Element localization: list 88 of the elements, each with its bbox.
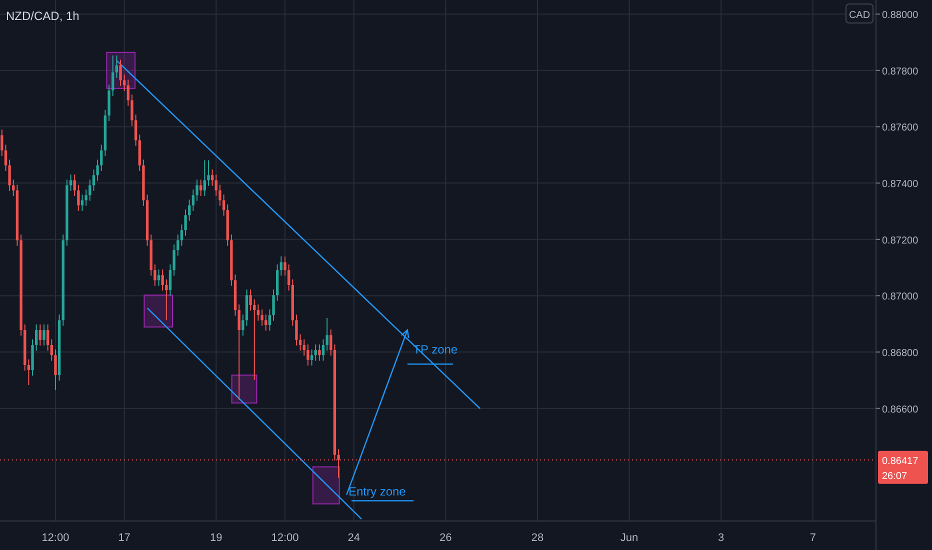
candlestick <box>100 144 103 172</box>
candlestick <box>176 234 180 256</box>
y-tick-label: 0.88000 <box>882 10 919 22</box>
candlestick <box>35 324 38 352</box>
candlestick <box>119 59 122 86</box>
candlestick <box>222 194 226 216</box>
y-tick-label: 0.86800 <box>882 348 919 360</box>
candlestick <box>318 344 321 362</box>
candlestick <box>199 179 202 197</box>
candlestick <box>218 184 222 206</box>
x-tick-label: 28 <box>531 532 544 544</box>
candlestick <box>322 338 325 362</box>
candlestick <box>314 344 317 362</box>
candlestick <box>306 344 310 366</box>
candlestick <box>184 209 187 236</box>
candlestick <box>287 264 290 292</box>
candlestick <box>77 184 80 212</box>
candlestick <box>54 348 57 391</box>
x-tick-label: 26 <box>440 532 452 544</box>
ref-line-label: 0.86417 <box>882 456 919 467</box>
text: 26:07 <box>882 470 908 482</box>
y-tick-label: 0.87000 <box>882 292 919 303</box>
candlestick <box>203 160 206 197</box>
candlestick <box>27 358 30 386</box>
y-tick-label: 0.87400 <box>882 179 919 190</box>
candlestick <box>92 169 96 192</box>
candlestick <box>280 256 282 276</box>
candlestick <box>50 338 53 362</box>
candlestick <box>330 328 332 356</box>
candlestick <box>73 174 76 197</box>
candlestick <box>253 298 256 380</box>
candlestick <box>165 278 168 321</box>
candlestick <box>122 74 126 92</box>
candlestick <box>80 194 84 212</box>
x-tick-label: 12:00 <box>42 532 70 544</box>
candlestick <box>38 324 42 346</box>
candlestick <box>42 324 46 346</box>
y-tick-label: 0.86600 <box>882 404 919 416</box>
x-tick-label: 19 <box>210 532 222 544</box>
candlestick <box>84 189 88 206</box>
candlestick <box>260 309 264 326</box>
annotation: Entry zone <box>348 484 406 499</box>
candlestick <box>157 269 160 286</box>
candlestick <box>161 269 164 292</box>
x-tick-label: Jun <box>620 532 638 544</box>
candlestick <box>302 338 306 356</box>
candlestick <box>180 224 184 246</box>
candlestick <box>126 79 130 106</box>
candlestick <box>188 199 191 222</box>
candlestick <box>326 317 328 352</box>
x-tick-label: 7 <box>810 532 816 544</box>
candlestick <box>12 179 15 197</box>
candlestick <box>46 324 50 352</box>
candlestick <box>249 289 252 312</box>
candlestick <box>310 348 314 366</box>
candlestick <box>268 309 272 332</box>
candlestick <box>168 264 172 296</box>
candlestick <box>210 169 214 186</box>
x-tick-label: 17 <box>118 532 130 544</box>
y-tick-label: 0.87800 <box>882 66 919 78</box>
candlestick <box>154 264 156 286</box>
candlestick <box>69 174 72 192</box>
candlestick <box>196 179 198 202</box>
y-tick-label: 0.87600 <box>882 122 919 134</box>
x-tick-label: 24 <box>348 532 360 544</box>
candlestick <box>256 304 260 322</box>
x-tick-label: 3 <box>718 532 724 544</box>
candlestick <box>112 54 114 97</box>
candlestick <box>130 94 134 126</box>
candlestick <box>284 256 286 276</box>
text: NZD/CAD, 1h <box>6 9 80 23</box>
x-tick-label: 12:00 <box>271 532 299 544</box>
annotation: CAD <box>848 10 870 21</box>
candlestick <box>272 289 275 322</box>
candlestick <box>192 189 195 212</box>
candlestick <box>88 179 92 202</box>
candlestick <box>96 159 99 182</box>
candlestick <box>134 114 138 146</box>
candlestick <box>207 160 210 186</box>
candlestick <box>295 314 298 346</box>
y-tick-label: 0.87200 <box>882 235 919 246</box>
candlestick <box>264 314 268 332</box>
candlestick <box>214 174 218 197</box>
candlestick <box>115 54 118 79</box>
candlestick <box>172 244 176 276</box>
candlestick <box>8 159 11 192</box>
candlestick <box>242 314 244 336</box>
candlestick <box>298 334 302 352</box>
